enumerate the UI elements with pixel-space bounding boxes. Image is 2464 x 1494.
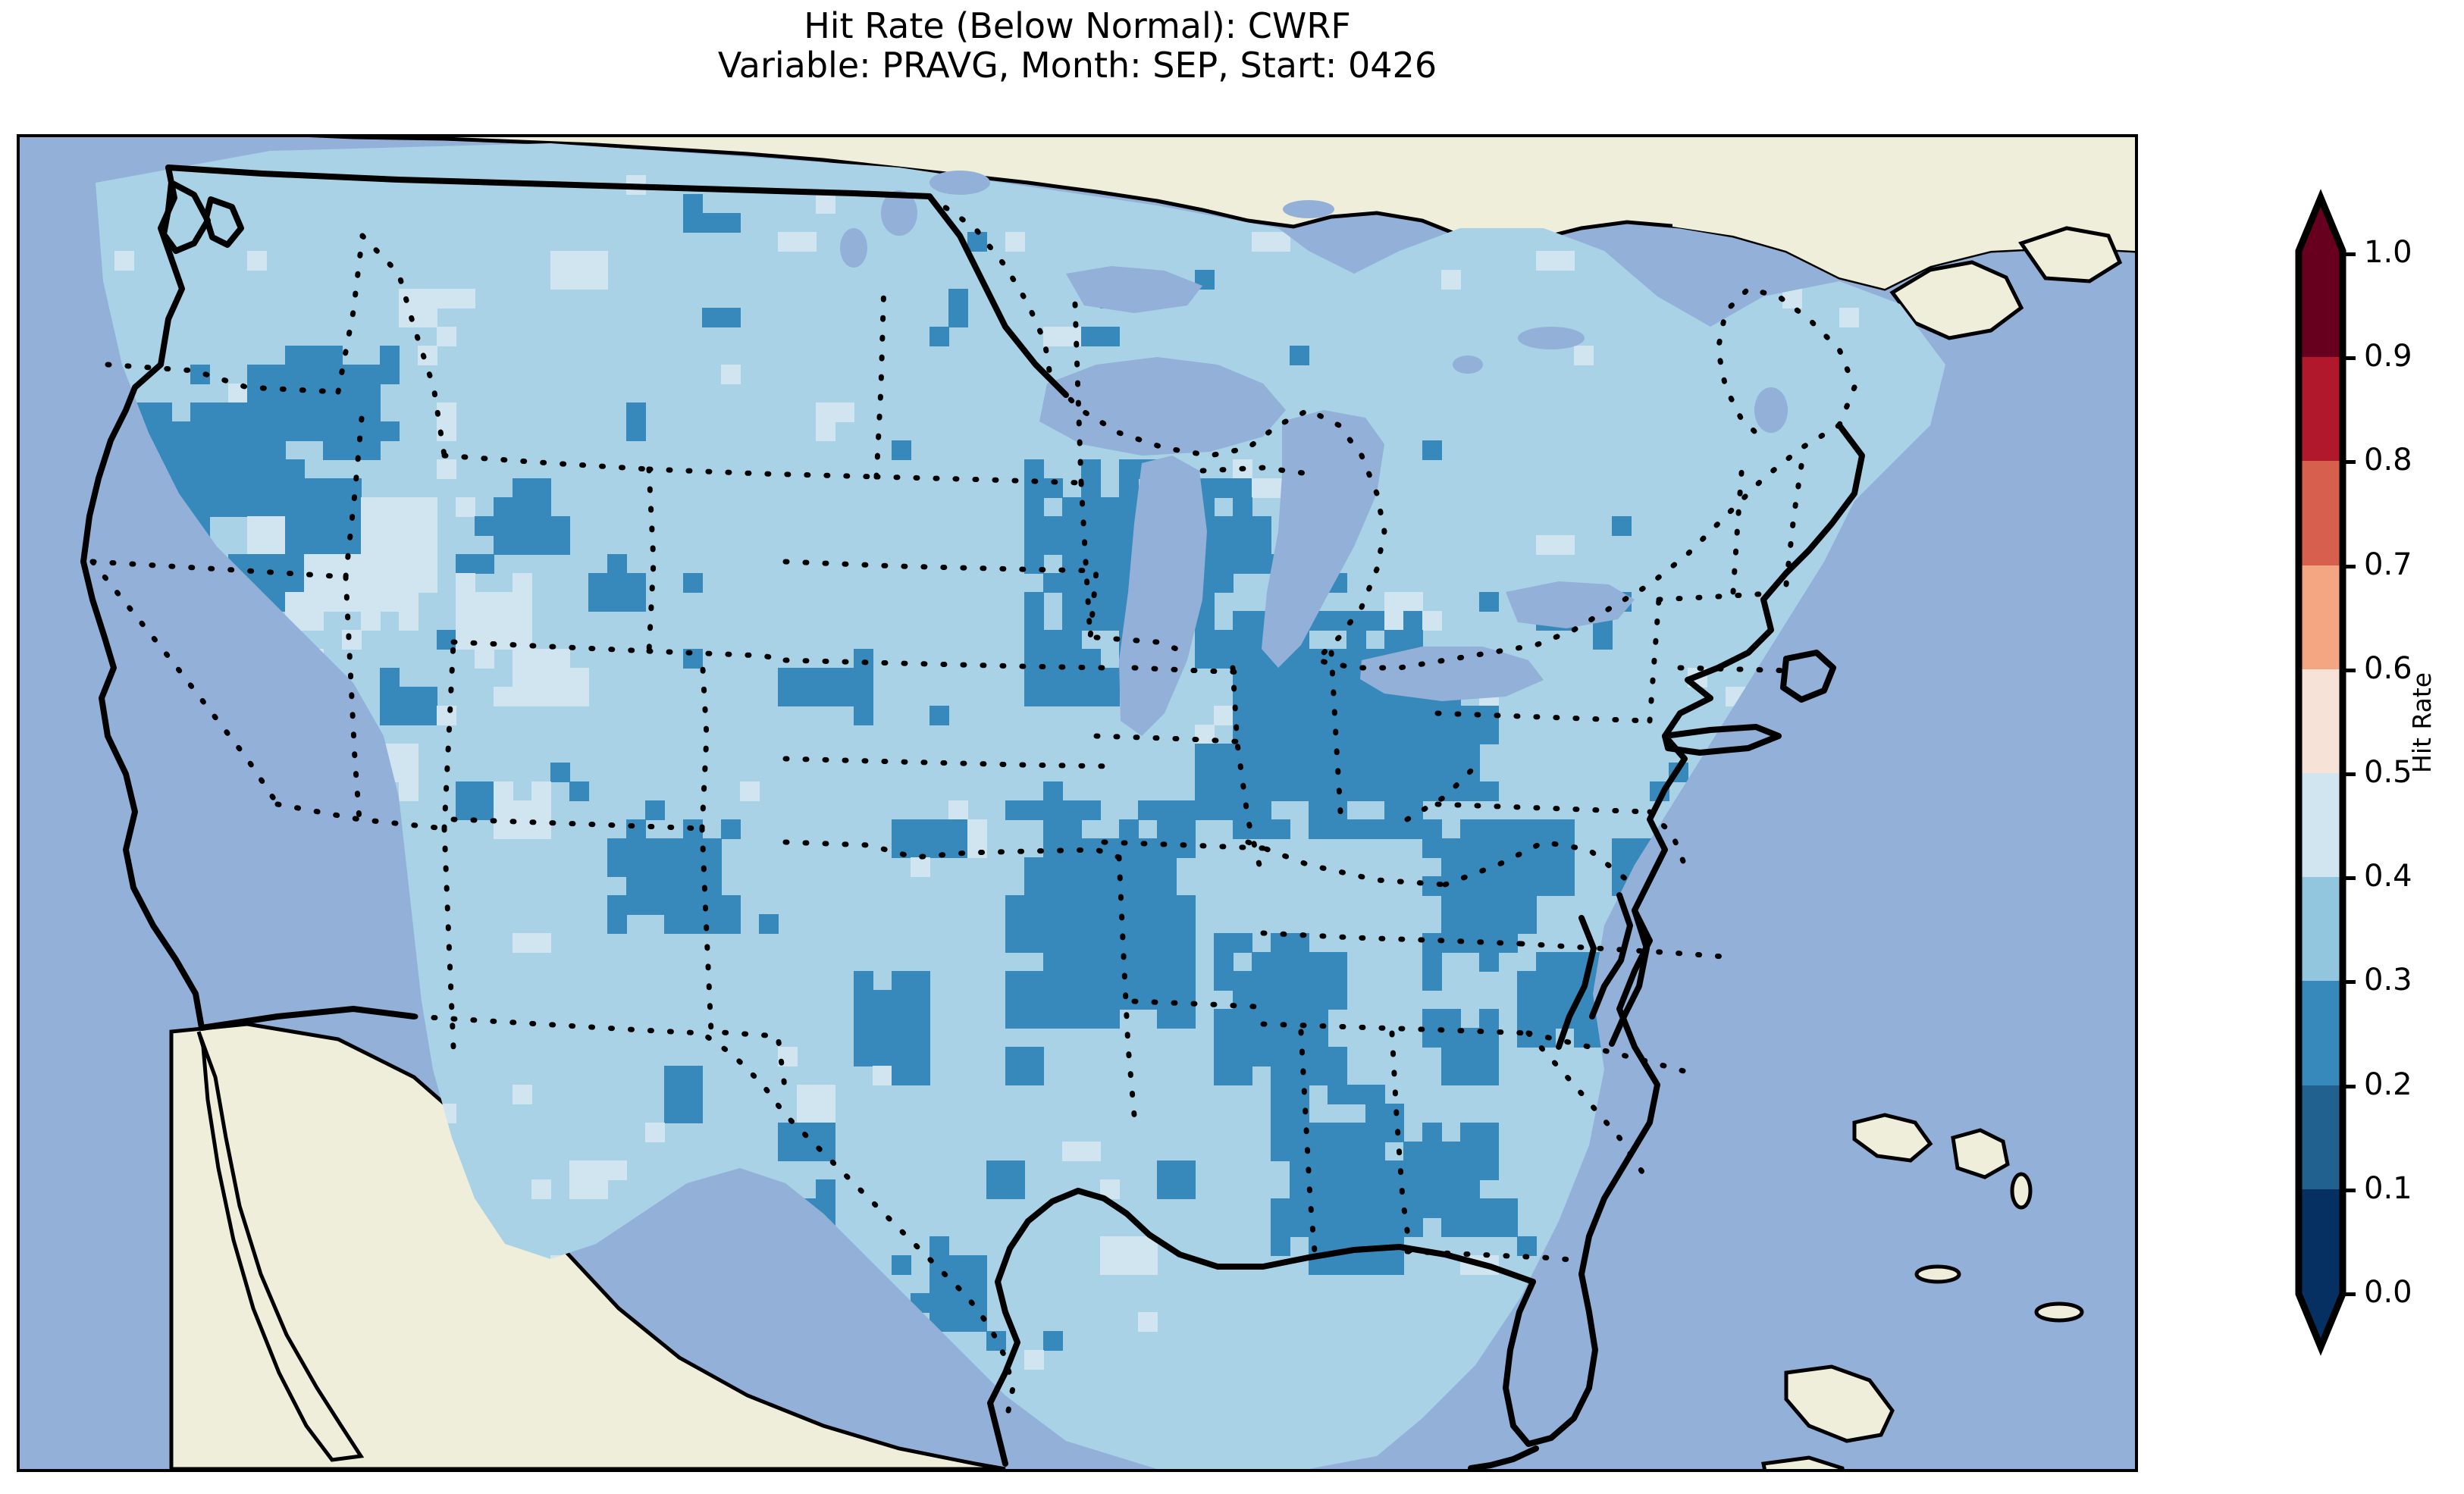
canada-lake-3 <box>1283 200 1334 218</box>
map-plot-area <box>20 137 2135 1469</box>
colorbar-tick-label-0.7: 0.7 <box>2364 547 2412 582</box>
colorbar-tick-0.4 <box>2343 876 2356 881</box>
colorbar-band-6 <box>2299 564 2343 669</box>
lake-superior <box>1039 357 1286 456</box>
colorbar-tick-label-0.8: 0.8 <box>2364 443 2412 478</box>
colorbar-tick-label-0.6: 0.6 <box>2364 650 2412 686</box>
canada-lake-6 <box>840 228 867 268</box>
colorbar-gradient <box>2299 198 2343 1347</box>
canada-lake-1 <box>1518 327 1585 349</box>
canada-lake-8 <box>1453 355 1483 374</box>
colorbar-tick-label-0.5: 0.5 <box>2364 755 2412 790</box>
lake-huron <box>1262 410 1384 668</box>
colorbar-tick-0.2 <box>2343 1084 2356 1088</box>
colorbar-band-5 <box>2299 668 2343 773</box>
colorbar-band-4 <box>2299 772 2343 878</box>
colorbar-band-0 <box>2299 1188 2343 1293</box>
colorbar-tick-0.0 <box>2343 1292 2356 1296</box>
colorbar-axis-label: Hit Rate <box>2407 672 2437 773</box>
canada-lake-4 <box>929 171 990 195</box>
colorbar-tick-label-1.0: 1.0 <box>2364 235 2412 270</box>
us-mexico-border <box>411 1013 1016 1429</box>
small-island-b <box>2034 1301 2084 1323</box>
canada-lake-7 <box>1754 387 1788 433</box>
bahama-island-1 <box>1852 1113 1933 1163</box>
canada-east <box>1672 137 2135 289</box>
colorbar-tick-label-0.4: 0.4 <box>2364 859 2412 894</box>
small-island-c <box>1914 1264 1961 1284</box>
colorbar-axes: 0.0 0.1 0.2 0.3 0.4 0.5 0.6 0.7 0.8 0.9 1.0 <box>2295 189 2412 1356</box>
bahama-island-2 <box>1951 1128 2010 1179</box>
colorbar-tick-0.7 <box>2343 564 2356 568</box>
chart-title-line1: Hit Rate (Below Normal): CWRF <box>804 5 1351 46</box>
colorbar-tick-0.9 <box>2343 356 2356 361</box>
colorbar-tick-0.3 <box>2343 980 2356 985</box>
colorbar-tick-0.6 <box>2343 668 2356 672</box>
jamaica-island <box>1761 1455 1845 1469</box>
colorbar-band-1 <box>2299 1084 2343 1189</box>
colorbar-band-2 <box>2299 980 2343 1085</box>
us-canada-border <box>926 193 1857 671</box>
baja-california <box>196 1031 365 1462</box>
canada-lake-2 <box>1688 265 1733 298</box>
colorbar-band-7 <box>2299 460 2343 565</box>
newfoundland <box>2018 226 2123 283</box>
colorbar-tick-label-0.3: 0.3 <box>2364 963 2412 998</box>
colorbar-band-3 <box>2299 876 2343 982</box>
map-svg <box>20 137 2135 1469</box>
mexico-mainland <box>169 1022 1006 1469</box>
colorbar-tick-0.5 <box>2343 772 2356 776</box>
colorbar-band-9 <box>2299 252 2343 358</box>
colorbar-tick-label-0.2: 0.2 <box>2364 1066 2412 1102</box>
nova-scotia <box>1889 260 2024 340</box>
state-borders-layer <box>89 233 1806 1264</box>
land-mask-layer <box>169 137 2135 1469</box>
chart-title-block: Hit Rate (Below Normal): CWRF Variable: … <box>0 6 2155 85</box>
colorbar-tick-label-0.1: 0.1 <box>2364 1170 2412 1206</box>
great-lakes-layer <box>840 171 1788 736</box>
colorbar-tick-label-0.0: 0.0 <box>2364 1275 2412 1310</box>
lake-winnipeg <box>1066 266 1202 313</box>
coastline-layer <box>80 164 1865 1469</box>
canada-lake-5 <box>881 190 917 236</box>
colorbar-tick-0.8 <box>2343 460 2356 465</box>
colorbar-tick-0.1 <box>2343 1188 2356 1192</box>
lake-erie <box>1360 647 1544 701</box>
chart-title-line2: Variable: PRAVG, Month: SEP, Start: 0426 <box>717 45 1437 86</box>
colorbar-outline-svg <box>2295 189 2346 1356</box>
colorbar-band-8 <box>2299 356 2343 462</box>
colorbar-tick-label-0.9: 0.9 <box>2364 339 2412 374</box>
small-island-a <box>2010 1172 2033 1210</box>
colorbar-frame <box>2295 189 2346 1356</box>
lake-ontario <box>1506 581 1635 628</box>
lake-michigan <box>1119 456 1207 736</box>
cuba-island <box>1784 1364 1895 1443</box>
map-axes <box>17 134 2138 1472</box>
colorbar-tick-1.0 <box>2343 252 2356 256</box>
